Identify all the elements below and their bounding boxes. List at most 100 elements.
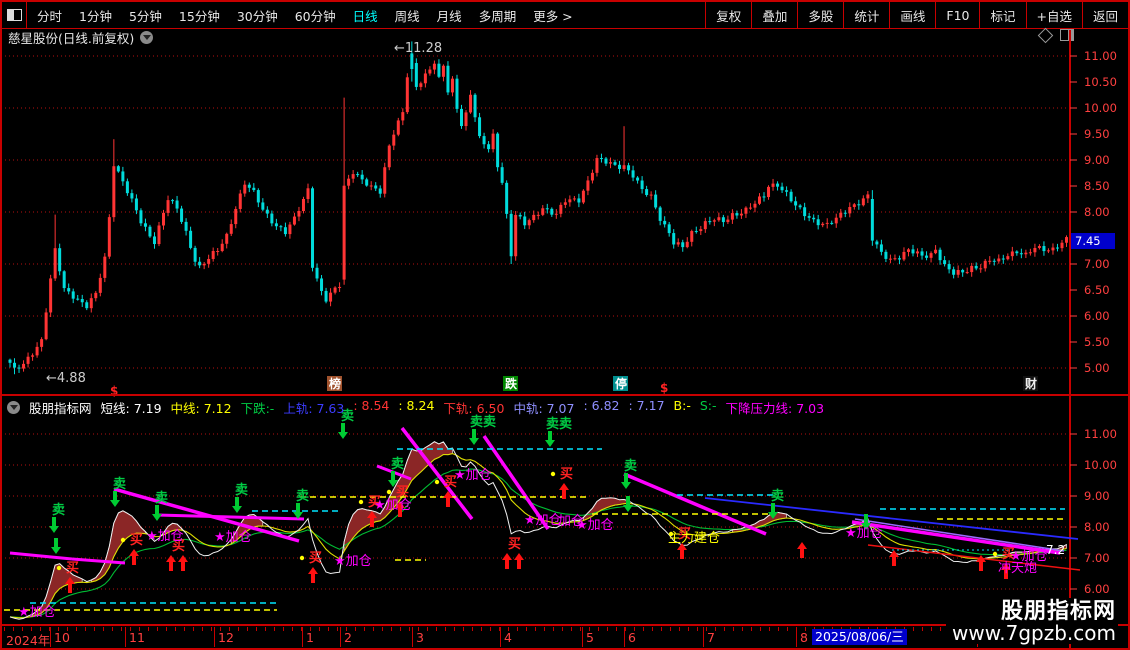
indicator-white-line: [9, 441, 1067, 620]
candle-body: [1033, 247, 1037, 253]
price-axis-label: 10.00: [1084, 101, 1117, 115]
candle-body: [631, 170, 635, 178]
candle-body: [401, 112, 405, 121]
indicator-pane-divider[interactable]: [2, 394, 1128, 396]
period-menu-item-2[interactable]: 1分钟: [79, 8, 112, 24]
candle-body: [270, 213, 274, 224]
candle-body: [640, 180, 644, 190]
axis-month-label-7: 4: [504, 630, 512, 645]
period-menu-item-10[interactable]: 多周期: [478, 8, 517, 24]
candle-body: [645, 189, 649, 195]
axis-month-separator: [50, 627, 51, 647]
tools-menu-item-9[interactable]: 返回: [1081, 2, 1128, 28]
chevron-down-icon[interactable]: [140, 31, 154, 44]
period-menu-item-9[interactable]: 月线: [436, 8, 462, 24]
period-menu-item-3[interactable]: 5分钟: [128, 8, 162, 24]
candle-body: [532, 214, 536, 221]
candle-body: [721, 217, 725, 223]
axis-month-label-1: 10: [54, 630, 70, 645]
candle-body: [748, 207, 752, 209]
period-menu: 分时 1分钟 5分钟 15分钟 30分钟 60分钟 日线 周线 月线 多周期 更多 >: [27, 6, 573, 25]
axis-month-label-4: 1: [306, 630, 314, 645]
candle-body: [320, 278, 324, 291]
candle-body: [676, 242, 680, 245]
signal-label: 卖: [341, 408, 354, 424]
indicator-value-4: 下跌:-: [240, 400, 275, 416]
candle-body: [121, 171, 125, 182]
candle-body: [1028, 252, 1032, 254]
tools-menu-item-4[interactable]: 统计: [843, 2, 889, 28]
candle-body: [595, 158, 599, 173]
signal-label: ★加仓: [845, 526, 883, 541]
candle-body: [229, 224, 233, 234]
candle-body: [577, 198, 581, 203]
candle-body: [256, 190, 260, 203]
candle-body: [261, 202, 265, 210]
candle-body: [870, 199, 874, 241]
axis-month-label-5: 2: [344, 630, 352, 645]
price-axis-label: 6.00: [1084, 309, 1110, 323]
candle-body: [67, 288, 71, 292]
tools-menu-item-2[interactable]: 叠加: [751, 2, 797, 28]
candle-body: [780, 186, 784, 191]
period-menu-item-1[interactable]: 分时: [37, 8, 63, 24]
candle-body: [297, 210, 301, 217]
candle-body: [44, 312, 48, 340]
layout-toggle-button[interactable]: [2, 2, 27, 28]
event-badge: $: [110, 384, 118, 398]
candle-body: [834, 217, 838, 224]
axis-month-separator: [340, 627, 341, 647]
tools-menu-item-8[interactable]: +自选: [1025, 2, 1082, 28]
trend-segment: [704, 497, 1079, 540]
event-badge: 跌: [505, 376, 518, 391]
candle-body: [852, 204, 856, 208]
candle-body: [581, 190, 585, 203]
tools-menu-item-5[interactable]: 画线: [889, 2, 935, 28]
candle-body: [717, 217, 721, 221]
period-menu-item-5[interactable]: 30分钟: [236, 8, 278, 24]
tools-menu-item-6[interactable]: F10: [935, 2, 979, 28]
candle-body: [1065, 237, 1069, 243]
candle-body: [925, 255, 929, 258]
candle-body: [134, 198, 138, 211]
candle-body: [85, 302, 89, 309]
signal-label: ★加仓: [374, 498, 412, 513]
period-menu-item-7[interactable]: 日线: [352, 8, 378, 24]
indicator-value-14: 下降压力线: 7.03: [725, 400, 825, 416]
price-axis-label: 10.50: [1084, 75, 1117, 89]
low-price-annotation: ←4.88: [46, 371, 86, 386]
period-menu-item-6[interactable]: 60分钟: [294, 8, 336, 24]
candle-body: [189, 230, 193, 248]
period-menu-item-4[interactable]: 15分钟: [178, 8, 220, 24]
current-date-tag: 2025/08/06/三: [812, 629, 907, 645]
tools-menu-item-1[interactable]: 复权: [705, 2, 751, 28]
candle-body: [247, 184, 251, 188]
candle-body: [94, 292, 98, 299]
candle-body: [360, 174, 364, 180]
tools-menu-item-3[interactable]: 多股: [797, 2, 843, 28]
candle-body: [911, 249, 915, 254]
tools-menu-item-7[interactable]: 标记: [979, 2, 1025, 28]
period-menu-item-11[interactable]: 更多 >: [533, 8, 573, 24]
candle-body: [446, 65, 450, 93]
signal-label: 买: [309, 551, 322, 566]
candle-body: [672, 233, 676, 245]
candle-body: [1037, 246, 1041, 248]
signal-label: 买: [560, 467, 573, 482]
signal-label: 买: [678, 527, 691, 542]
indicator-collapse-icon[interactable]: [7, 400, 20, 414]
period-menu-item-8[interactable]: 周线: [394, 8, 420, 24]
candle-body: [753, 203, 757, 208]
candle-body: [1055, 247, 1059, 249]
candle-body: [22, 363, 26, 369]
candle-body: [974, 265, 978, 269]
signal-label: ★加仓: [576, 518, 614, 533]
signal-label: ★加仓: [214, 530, 252, 545]
candle-body: [432, 63, 436, 70]
trend-segment: [854, 518, 1065, 552]
candle-body: [301, 198, 305, 211]
candle-body: [830, 222, 834, 224]
signal-label: 卖: [296, 488, 309, 504]
